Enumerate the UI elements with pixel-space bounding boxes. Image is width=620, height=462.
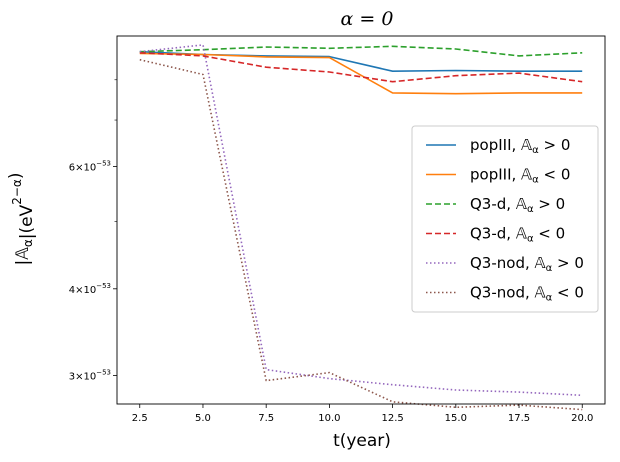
x-axis-label: t(year) bbox=[333, 431, 391, 451]
y-tick-label: 3×10−53 bbox=[69, 369, 111, 383]
y-axis-label: |𝔸α|(eV2−α) bbox=[6, 173, 37, 266]
legend-label-3: Q3-d, 𝔸α > 0 bbox=[470, 195, 565, 215]
legend-box bbox=[411, 125, 599, 313]
x-tick-label: 5.0 bbox=[195, 413, 211, 424]
x-tick-label: 15.0 bbox=[445, 413, 467, 424]
legend-label-6: Q3-nod, 𝔸α < 0 bbox=[470, 284, 584, 304]
series-line-3 bbox=[139, 45, 583, 57]
x-tick-label: 12.5 bbox=[381, 413, 403, 424]
y-tick-label: 6×10−53 bbox=[69, 160, 111, 174]
legend-label-1: popIII, 𝔸α > 0 bbox=[470, 136, 570, 156]
series-line-6 bbox=[139, 58, 583, 411]
x-tick-label: 7.5 bbox=[258, 413, 274, 424]
axes-frame bbox=[116, 35, 606, 405]
legend-label-4: Q3-d, 𝔸α < 0 bbox=[470, 225, 565, 245]
x-tick-label: 10.0 bbox=[318, 413, 340, 424]
legend-label-5: Q3-nod, 𝔸α > 0 bbox=[470, 254, 584, 274]
chart-title: α = 0 bbox=[341, 8, 394, 30]
x-tick-label: 20.0 bbox=[571, 413, 593, 424]
series-line-2 bbox=[139, 52, 583, 95]
series-line-4 bbox=[139, 52, 583, 83]
legend-label-2: popIII, 𝔸α < 0 bbox=[470, 166, 570, 186]
x-tick-label: 2.5 bbox=[132, 413, 148, 424]
axis-ticks: 2.5 5.0 7.5 10.0 12.5 15.0 17.5 20.0 3×10−53 4×10… bbox=[69, 79, 593, 424]
plot-area bbox=[139, 44, 583, 411]
y-tick-label: 4×10−53 bbox=[69, 282, 111, 296]
x-tick-label: 17.5 bbox=[508, 413, 530, 424]
legend: popIII, 𝔸α > 0 popIII, 𝔸α < 0 Q3-d, 𝔸α > 0… bbox=[411, 125, 599, 313]
